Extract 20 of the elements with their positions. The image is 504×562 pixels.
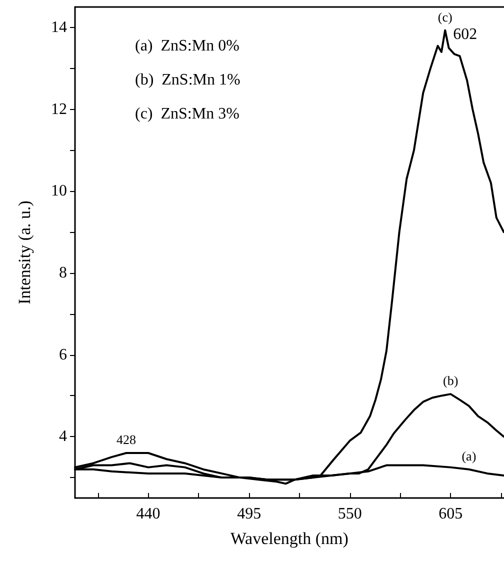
y-tick-label: 12 <box>51 100 67 118</box>
y-tick-label: 8 <box>59 264 67 282</box>
x-tick-label: 605 <box>438 506 463 522</box>
annotation: (a) ZnS:Mn 0% <box>135 38 240 54</box>
annotation: 428 <box>116 432 136 447</box>
annotation: (c) <box>438 9 452 24</box>
annotation: (a) <box>462 448 476 464</box>
annotation: 602 <box>453 26 478 43</box>
annotation: (b) ZnS:Mn 1% <box>135 72 240 88</box>
x-tick-label: 550 <box>338 506 362 522</box>
y-tick-label: 6 <box>59 346 67 364</box>
x-tick-label: 495 <box>237 506 262 522</box>
annotation: (b) <box>443 373 458 388</box>
x-tick-label: 440 <box>136 506 160 522</box>
y-tick-label: 14 <box>51 18 67 36</box>
annotation: (c) ZnS:Mn 3% <box>135 106 240 122</box>
y-axis-title: Intensity (a. u.) <box>15 200 34 304</box>
x-axis-title: Wavelength (nm) <box>230 529 348 548</box>
y-tick-label: 4 <box>59 428 67 446</box>
y-tick-label: 10 <box>51 182 67 200</box>
